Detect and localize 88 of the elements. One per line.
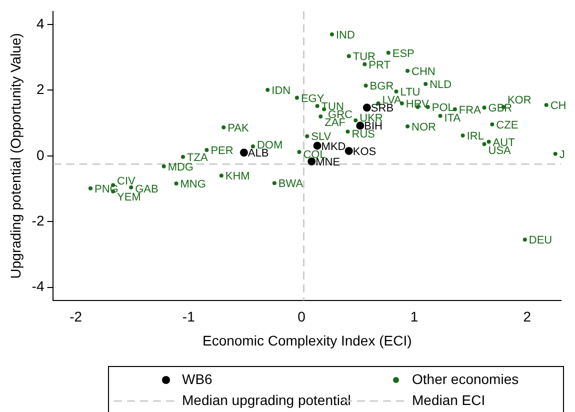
y-tick-label: -4 — [32, 278, 44, 294]
annotation: CZE — [496, 119, 518, 132]
annotation: POL — [432, 102, 454, 114]
annotation: BGR — [370, 80, 394, 93]
point — [406, 68, 410, 73]
point — [318, 114, 323, 118]
point — [406, 124, 410, 128]
annotation: ESP — [392, 48, 414, 60]
y-tick-label: -2 — [32, 212, 44, 228]
x-tick-label: -1 — [182, 308, 196, 325]
point — [486, 140, 491, 144]
point — [362, 62, 367, 66]
point — [330, 32, 334, 36]
point — [553, 152, 558, 156]
y-tick-label: 0 — [36, 146, 44, 163]
annotation: NOR — [412, 121, 436, 134]
annotation: NLD — [430, 79, 452, 92]
annotation: J — [559, 148, 565, 161]
point — [544, 102, 548, 107]
annotation: MNG — [180, 178, 206, 191]
annotation: IRL — [466, 130, 484, 143]
point — [386, 50, 390, 55]
legend-label: Median ECI — [412, 392, 486, 408]
annotation: IND — [336, 29, 355, 42]
annotation: LTU — [400, 86, 420, 99]
point — [346, 54, 351, 58]
annotation: DEU — [528, 234, 552, 247]
point — [294, 96, 299, 100]
point — [88, 186, 92, 190]
point — [394, 90, 398, 94]
annotation: KOS — [352, 146, 376, 158]
x-tick-label: 1 — [410, 308, 418, 325]
point — [250, 144, 255, 148]
point — [354, 118, 358, 122]
annotation: BWA — [278, 178, 304, 190]
annotation: CHN — [412, 66, 436, 78]
point — [305, 134, 310, 138]
point — [482, 106, 486, 110]
annotation: SLV — [311, 131, 332, 144]
annotation: ITA — [444, 112, 462, 124]
x-axis-title: Economic Complexity Index (ECI) — [202, 332, 412, 348]
annotation: MDG — [168, 161, 194, 174]
point — [438, 114, 442, 118]
point — [266, 88, 270, 92]
annotation: GBR — [488, 102, 512, 115]
annotation: YEM — [117, 191, 141, 204]
point — [174, 181, 178, 186]
point — [362, 104, 371, 112]
point — [204, 148, 209, 152]
point — [181, 154, 186, 159]
y-tick-label: 2 — [36, 81, 44, 98]
point — [222, 125, 226, 130]
legend-label: Other economies — [412, 370, 519, 387]
legend-label: WB6 — [182, 370, 213, 387]
point — [313, 142, 322, 150]
point — [490, 122, 494, 126]
point — [364, 84, 368, 88]
point — [346, 130, 350, 134]
annotation: PER — [210, 145, 234, 158]
y-axis-title: Upgrading potential (Opportunity Value) — [7, 33, 24, 279]
point — [240, 148, 248, 157]
annotation: USA — [488, 144, 512, 157]
point — [315, 104, 320, 108]
legend-label: Median upgrading potential — [182, 392, 351, 408]
point — [162, 164, 166, 168]
annotation: CH — [550, 100, 566, 112]
point — [482, 142, 486, 146]
y-tick-label: 4 — [36, 15, 44, 32]
annotation: FRA — [458, 104, 482, 116]
annotation: KHM — [225, 170, 250, 183]
point — [460, 134, 465, 138]
point — [424, 82, 428, 86]
point — [219, 174, 224, 178]
point — [297, 150, 302, 154]
x-tick-label: 2 — [523, 308, 532, 325]
annotation: IDN — [272, 84, 291, 97]
point — [272, 181, 276, 186]
annotation: CIV — [117, 175, 136, 188]
x-tick-label: -2 — [70, 308, 82, 325]
annotation: HRV — [406, 98, 430, 110]
annotation: PAK — [228, 122, 250, 134]
annotation: TZA — [187, 152, 208, 164]
point — [356, 122, 364, 130]
point — [344, 146, 353, 155]
annotation: MKD — [321, 140, 346, 153]
point — [129, 185, 134, 190]
x-tick-label: 0 — [298, 308, 306, 325]
point — [522, 238, 527, 242]
